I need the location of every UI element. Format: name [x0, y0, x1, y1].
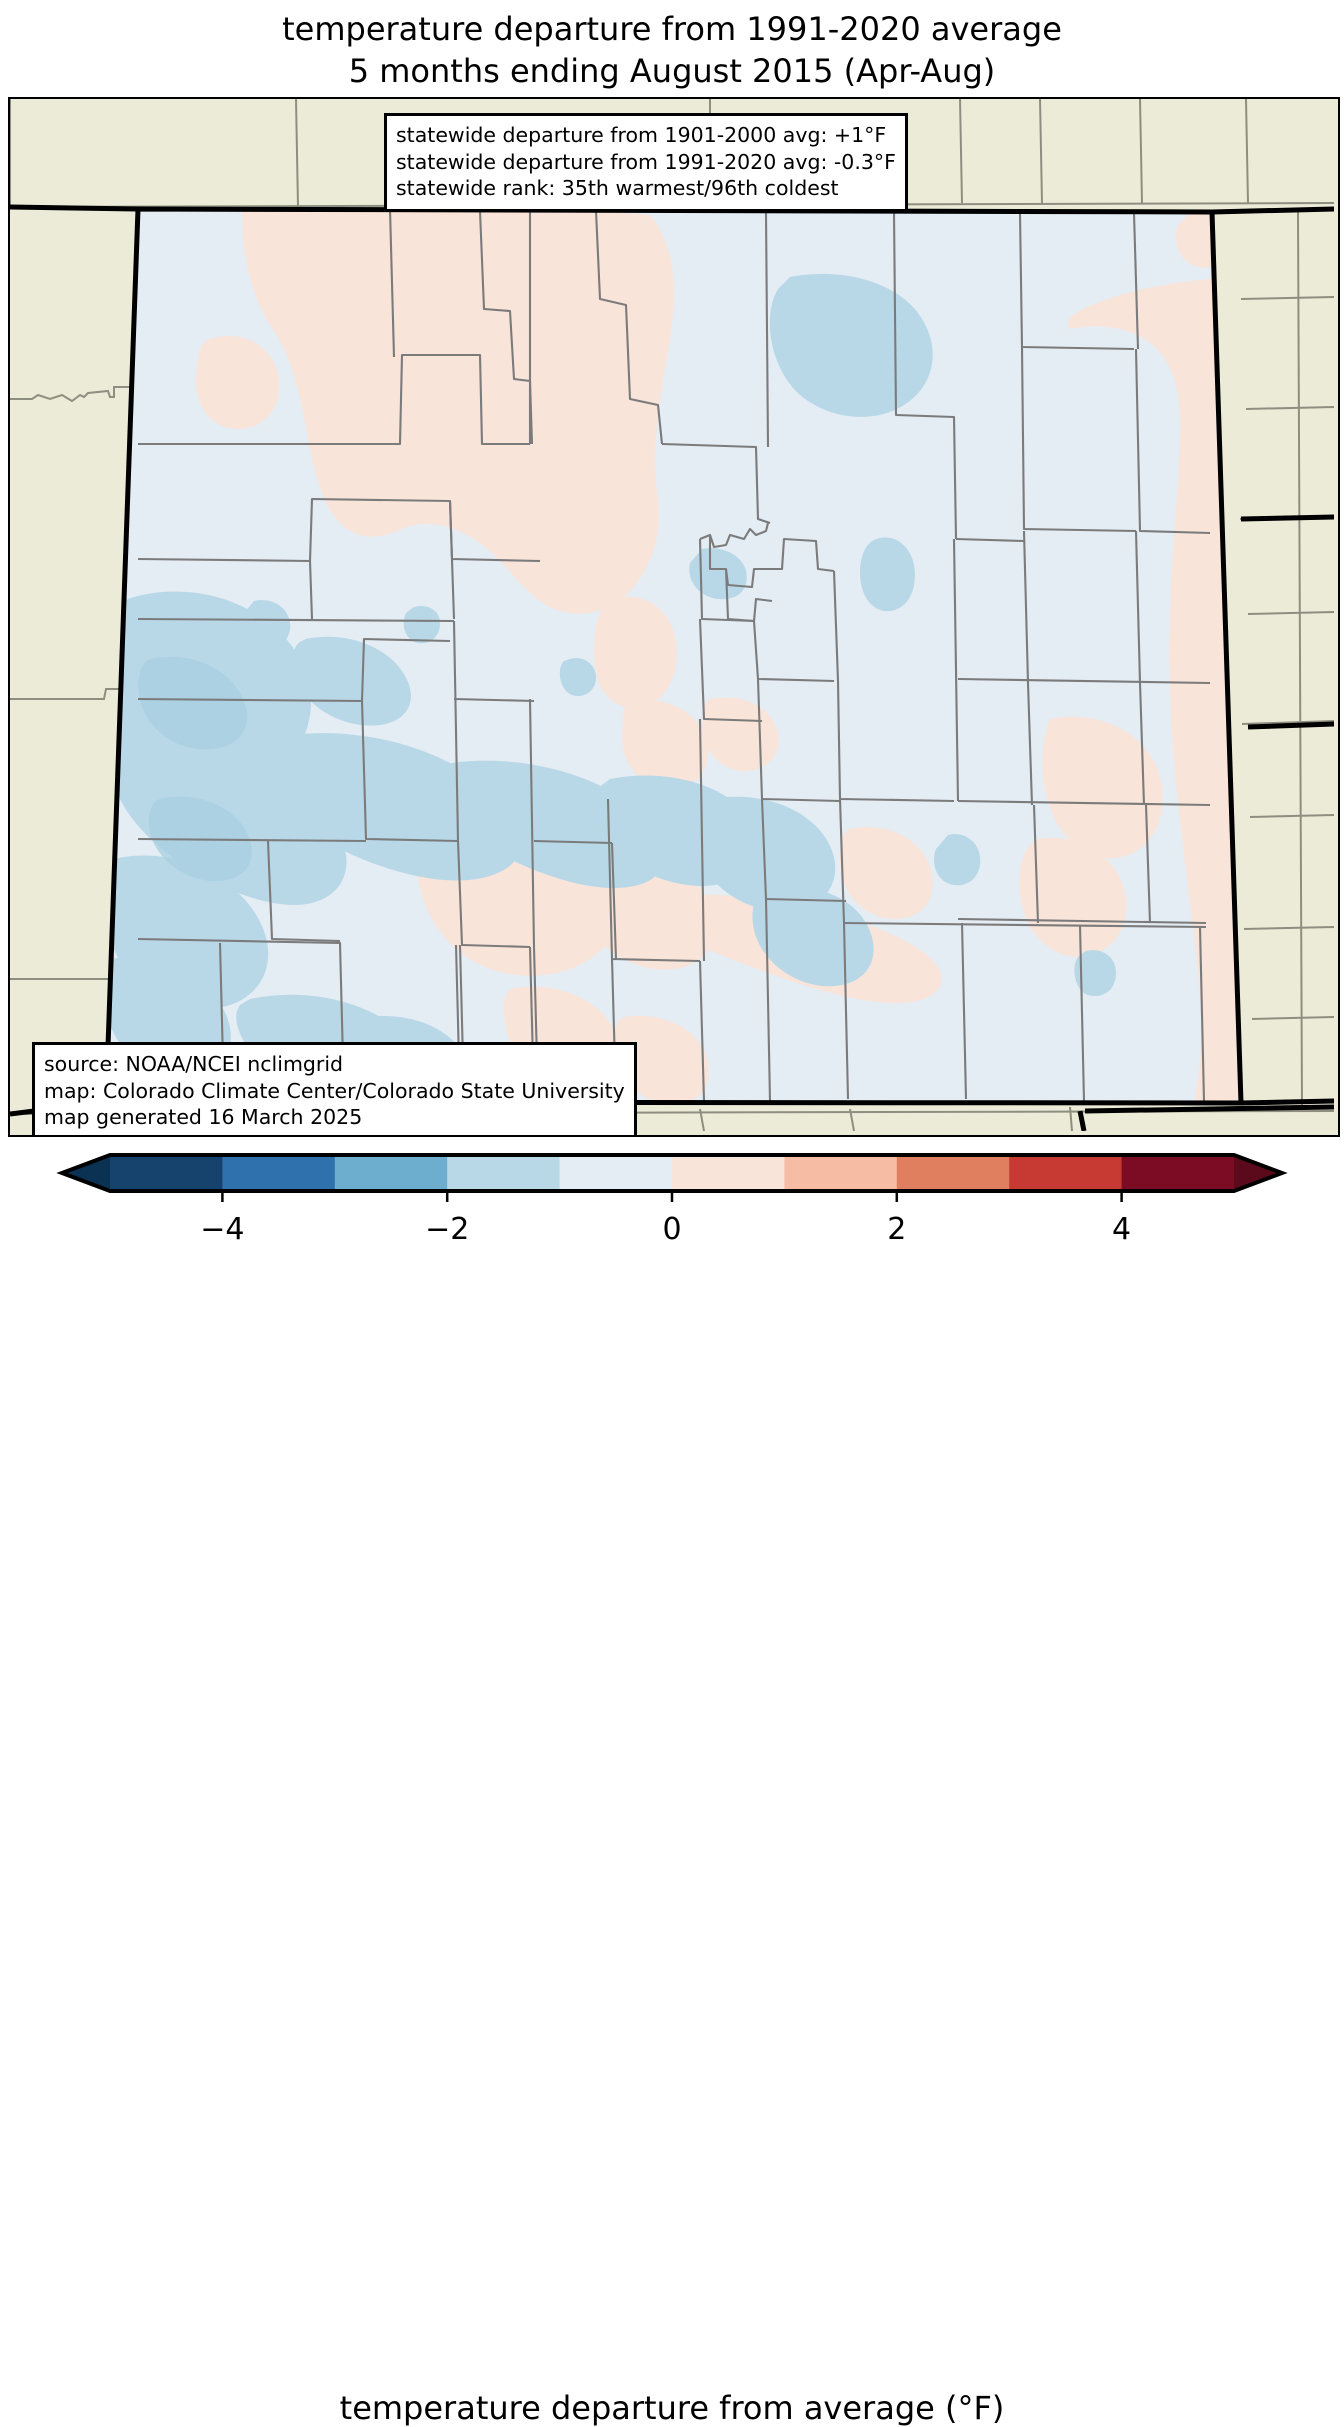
source-credit-box: source: NOAA/NCEI nclimgrid map: Colorad… [32, 1042, 637, 1135]
map-frame: statewide departure from 1901-2000 avg: … [8, 97, 1340, 1137]
colorado-interior [106, 209, 1241, 1103]
title-line-2: 5 months ending August 2015 (Apr-Aug) [348, 52, 996, 90]
statewide-stats-box: statewide departure from 1901-2000 avg: … [384, 113, 908, 212]
colorado-temperature-departure-map [10, 99, 1334, 1131]
colorbar-swatch [784, 1155, 898, 1191]
stats-line-1: statewide departure from 1901-2000 avg: … [396, 123, 887, 147]
colorbar-swatch [334, 1155, 448, 1191]
county-lines [137, 209, 1211, 1102]
colorbar-svg: −4 −2 0 2 4 [56, 1153, 1288, 1247]
colorbar-swatch [672, 1155, 785, 1191]
colorbar-under-arrow [62, 1155, 110, 1191]
colorbar-swatch [110, 1155, 223, 1191]
colorbar-outline [56, 1153, 1288, 1193]
colorbar-swatch [896, 1155, 1010, 1191]
colorbar-tick-label: −2 [425, 1212, 469, 1247]
colorbar-tick-label: −4 [200, 1212, 244, 1247]
colorbar-swatches [62, 1155, 1282, 1191]
colorbar-swatch [1009, 1155, 1123, 1191]
colorbar-over-arrow [1234, 1155, 1282, 1191]
colorbar-swatch [222, 1155, 336, 1191]
colorbar-swatch [1121, 1155, 1235, 1191]
title-line-1: temperature departure from 1991-2020 ave… [282, 10, 1062, 48]
source-line-1: source: NOAA/NCEI nclimgrid [44, 1052, 344, 1076]
stats-line-3: statewide rank: 35th warmest/96th coldes… [396, 176, 839, 200]
stats-line-2: statewide departure from 1991-2020 avg: … [396, 149, 896, 174]
colorbar-tick-label: 2 [887, 1212, 906, 1247]
colorbar-swatch [559, 1155, 673, 1191]
colorbar-border [56, 1153, 1288, 1193]
source-line-2: map: Colorado Climate Center/Colorado St… [44, 1078, 625, 1103]
page-title: temperature departure from 1991-2020 ave… [0, 8, 1344, 92]
colorbar-ticks: −4 −2 0 2 4 [200, 1191, 1131, 1247]
colorbar-tick-label: 0 [662, 1212, 681, 1247]
colorbar-swatch [447, 1155, 561, 1191]
colorbar: −4 −2 0 2 4 temperature departure from avera… [0, 1145, 1344, 2427]
colorbar-axis-label: temperature departure from average (°F) [339, 2389, 1005, 2427]
source-line-3: map generated 16 March 2025 [44, 1105, 363, 1129]
colorbar-tick-label: 4 [1112, 1212, 1131, 1247]
